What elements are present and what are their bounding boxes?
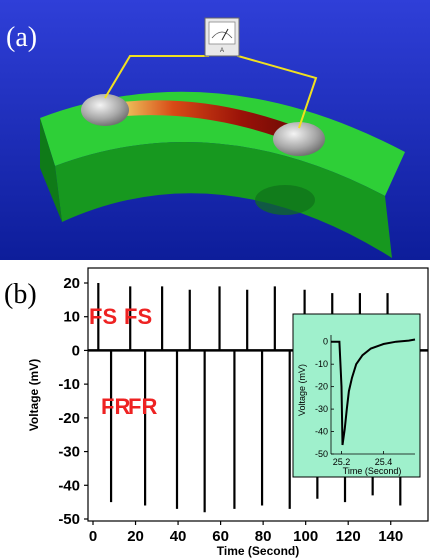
- x-axis: 0 20 40 60 80 100 120 140: [89, 521, 403, 545]
- substrate-front-face: [40, 118, 62, 222]
- inset-chart: 0 -10 -20 -30 -40 -50 25.2 25.4 Voltage (mV) T…: [292, 313, 421, 478]
- inset-x-tick-label: 25.4: [375, 457, 393, 467]
- y-tick-label: -50: [58, 511, 80, 528]
- inset-y-tick-label: -30: [315, 404, 328, 414]
- y-tick-label: -20: [58, 410, 80, 427]
- y-tick-label: -40: [58, 477, 80, 494]
- annotation-fs-2: FS: [124, 304, 152, 329]
- x-tick-label: 120: [336, 528, 361, 545]
- substrate-top: [40, 91, 405, 196]
- inset-y-axis-title: Voltage (mV): [297, 364, 307, 416]
- inset-y-tick-label: -40: [315, 427, 328, 437]
- plot-area: [87, 267, 429, 522]
- y-tick-label: -10: [58, 376, 80, 393]
- inset-x-axis: 25.2 25.4: [331, 451, 415, 467]
- x-tick-label: 20: [127, 528, 144, 545]
- panel-a: A (a): [0, 0, 430, 260]
- y-tick-label: 0: [72, 342, 80, 359]
- inset-y-tick-label: -10: [315, 359, 328, 369]
- panel-b-label: (b): [4, 279, 37, 310]
- y-tick-label: 10: [63, 309, 80, 326]
- inset-x-axis-title: Time (Second): [343, 466, 402, 476]
- inset-series-line: [331, 338, 416, 446]
- inset-y-tick-label: -20: [315, 382, 328, 392]
- ammeter-icon: A: [204, 17, 240, 57]
- inset-frame: [292, 313, 421, 478]
- piezo-rod: [105, 100, 300, 144]
- x-tick-label: 0: [89, 528, 97, 545]
- x-tick-label: 80: [255, 528, 272, 545]
- x-tick-label: 40: [170, 528, 187, 545]
- annotation-fr-1: FR: [101, 394, 130, 419]
- annotation-fs-1: FS: [89, 304, 117, 329]
- substrate-side: [55, 142, 392, 258]
- inset-y-tick-label: 0: [323, 337, 328, 347]
- y-axis: 20 10 0 -10 -20 -30 -40 -50: [58, 275, 88, 528]
- inset-y-axis: 0 -10 -20 -30 -40 -50: [315, 335, 334, 459]
- y-axis-title: Voltage (mV): [27, 359, 41, 431]
- x-tick-label: 60: [212, 528, 229, 545]
- electrode-right: [273, 122, 325, 156]
- y-tick-label: 20: [63, 275, 80, 292]
- annotation-fr-2: FR: [128, 394, 157, 419]
- electrode-left: [81, 94, 129, 126]
- inset-x-tick-label: 25.2: [333, 457, 351, 467]
- x-axis-title: Time (Second): [217, 544, 299, 558]
- x-tick-label: 140: [378, 528, 403, 545]
- ammeter-letter: A: [220, 48, 224, 54]
- substrate-shadow: [255, 185, 315, 215]
- panel-a-label: (a): [6, 22, 37, 53]
- inset-y-tick-label: -50: [315, 449, 328, 459]
- y-tick-label: -30: [58, 444, 80, 461]
- x-tick-label: 100: [293, 528, 318, 545]
